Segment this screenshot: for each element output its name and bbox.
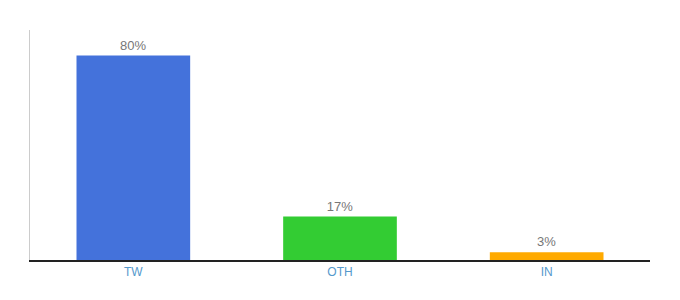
svg-text:17%: 17% <box>327 199 353 214</box>
svg-text:3%: 3% <box>537 234 556 249</box>
svg-text:TW: TW <box>124 265 143 279</box>
svg-text:IN: IN <box>541 265 553 279</box>
svg-text:80%: 80% <box>120 38 146 53</box>
svg-text:OTH: OTH <box>327 265 352 279</box>
